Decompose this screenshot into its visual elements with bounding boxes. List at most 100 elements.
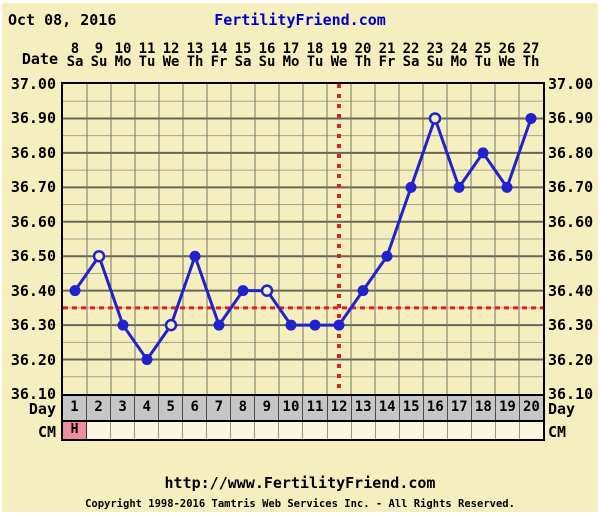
date-number-day-12: 19 [330, 41, 348, 57]
temp-point-day-5-open [164, 318, 178, 332]
bbt-line-chart [61, 82, 545, 396]
date-number-day-1: 8 [70, 41, 80, 57]
date-weekday-day-2: Su [90, 54, 108, 70]
date-weekday-day-9: Su [258, 54, 276, 70]
day-cell-19: 19 [496, 396, 520, 420]
date-weekday-day-20: Th [522, 54, 540, 70]
date-weekday-day-5: We [162, 54, 180, 70]
date-weekday-day-3: Mo [114, 54, 132, 70]
y-tick-l-36.70: 36.70 [10, 178, 56, 197]
cm-cell-day-17 [448, 422, 472, 439]
day-cell-12: 12 [328, 396, 352, 420]
date-number-day-15: 22 [402, 41, 420, 57]
y-tick-l-36.90: 36.90 [10, 109, 56, 128]
y-tick-l-36.60: 36.60 [10, 212, 56, 231]
y-tick-r-37.00: 37.00 [548, 75, 594, 93]
y-tick-r-36.50: 36.50 [548, 247, 594, 266]
day-cell-14: 14 [376, 396, 400, 420]
cm-cell-day-2 [87, 422, 112, 439]
footer-copyright: Copyright 1998-2016 Tamtris Web Services… [85, 498, 515, 510]
y-tick-l-36.20: 36.20 [10, 350, 56, 369]
cm-cell-day-15 [400, 422, 424, 439]
date-weekday-day-1: Sa [66, 54, 84, 70]
chart-start-date: Oct 08, 2016 [8, 11, 117, 29]
date-weekday-day-12: We [330, 54, 348, 70]
day-cell-15: 15 [400, 396, 424, 420]
date-number-day-7: 14 [210, 41, 228, 57]
day-axis-label-left: Day [28, 400, 56, 418]
day-cell-7: 7 [207, 396, 232, 420]
date-axis-label: Date [21, 50, 58, 68]
temp-point-day-16-open [428, 112, 442, 125]
temp-point-day-17 [453, 181, 465, 193]
cycle-day-row: 1 2 3 4 5 6 7 8 9 10 11 12 13 14 15 16 17 18 19 20 [61, 396, 545, 422]
temp-point-day-3 [117, 319, 129, 331]
cm-cell-day-18 [472, 422, 496, 439]
day-cell-20: 20 [522, 399, 540, 415]
temp-point-day-12 [333, 319, 345, 331]
y-tick-r-36.40: 36.40 [548, 281, 594, 300]
cm-cell-day-5 [159, 422, 184, 439]
date-number-day-8: 15 [234, 41, 252, 57]
day-cell-11: 11 [303, 396, 328, 420]
temp-point-day-18 [477, 147, 489, 159]
temp-point-day-19 [501, 181, 513, 193]
temp-point-day-9-open [260, 284, 274, 297]
temp-point-day-13 [357, 285, 369, 297]
cm-cell-day-9 [255, 422, 280, 439]
date-number-day-4: 11 [138, 41, 156, 57]
date-number-day-14: 21 [378, 41, 396, 57]
site-link[interactable]: FertilityFriend.com [214, 11, 386, 29]
cm-cell-day-6 [183, 422, 208, 439]
date-number-day-20: 27 [522, 41, 540, 57]
day-cell-13: 13 [352, 396, 376, 420]
footer-url: http://www.FertilityFriend.com [164, 474, 436, 492]
day-cell-8: 8 [231, 396, 256, 420]
date-weekday-day-13: Th [354, 54, 372, 70]
date-number-day-6: 13 [186, 41, 204, 57]
date-weekday-day-19: We [498, 54, 516, 70]
day-cell-18: 18 [472, 396, 496, 420]
temperature-line [73, 116, 533, 362]
day-cell-4: 4 [135, 396, 160, 420]
y-tick-r-36.10: 36.10 [548, 385, 594, 403]
day-cell-16: 16 [424, 396, 448, 420]
plot-border [61, 82, 545, 396]
date-weekday-day-18: Tu [474, 54, 492, 70]
temp-point-day-8 [237, 285, 249, 297]
day-cell-17: 17 [448, 396, 472, 420]
y-tick-l-36.10: 36.10 [10, 385, 56, 403]
date-weekdays-row: Sa Su Mo Tu We Th Fr Sa Su Mo Tu We Th Fr Sa Su Mo Tu We Th [63, 54, 543, 70]
temp-point-day-11 [309, 319, 321, 331]
y-tick-l-36.80: 36.80 [10, 143, 56, 162]
date-number-day-9: 16 [258, 41, 276, 57]
date-number-day-2: 9 [94, 41, 104, 57]
day-cell-2: 2 [87, 396, 112, 420]
day-cell-1: 1 [63, 396, 88, 420]
day-cell-10: 10 [279, 396, 304, 420]
temp-point-day-4 [141, 354, 153, 366]
y-tick-r-36.30: 36.30 [548, 316, 594, 335]
y-tick-l-36.40: 36.40 [10, 281, 56, 300]
day-cell-9: 9 [255, 396, 280, 420]
y-tick-r-36.80: 36.80 [548, 143, 594, 162]
temp-point-day-7 [213, 319, 225, 331]
date-weekday-day-6: Th [186, 54, 204, 70]
date-weekday-day-4: Tu [138, 54, 156, 70]
cm-axis-label-left: CM [37, 423, 56, 441]
date-number-day-10: 17 [282, 41, 300, 57]
y-tick-l-36.50: 36.50 [10, 247, 56, 266]
cm-cell-day-8 [231, 422, 256, 439]
temp-point-day-20 [525, 112, 537, 124]
y-tick-l-36.30: 36.30 [10, 316, 56, 335]
cervical-mucus-row: H [61, 422, 545, 441]
date-number-day-19: 26 [498, 41, 516, 57]
date-number-day-13: 20 [354, 41, 372, 57]
cm-cell-day-10 [279, 422, 304, 439]
temp-point-day-2-open [92, 249, 106, 263]
temp-point-day-1 [69, 285, 81, 297]
date-weekday-day-17: Mo [450, 54, 468, 70]
date-weekday-day-14: Fr [378, 54, 396, 70]
y-tick-l-37.00: 37.00 [10, 75, 56, 93]
date-number-day-17: 24 [450, 41, 468, 57]
